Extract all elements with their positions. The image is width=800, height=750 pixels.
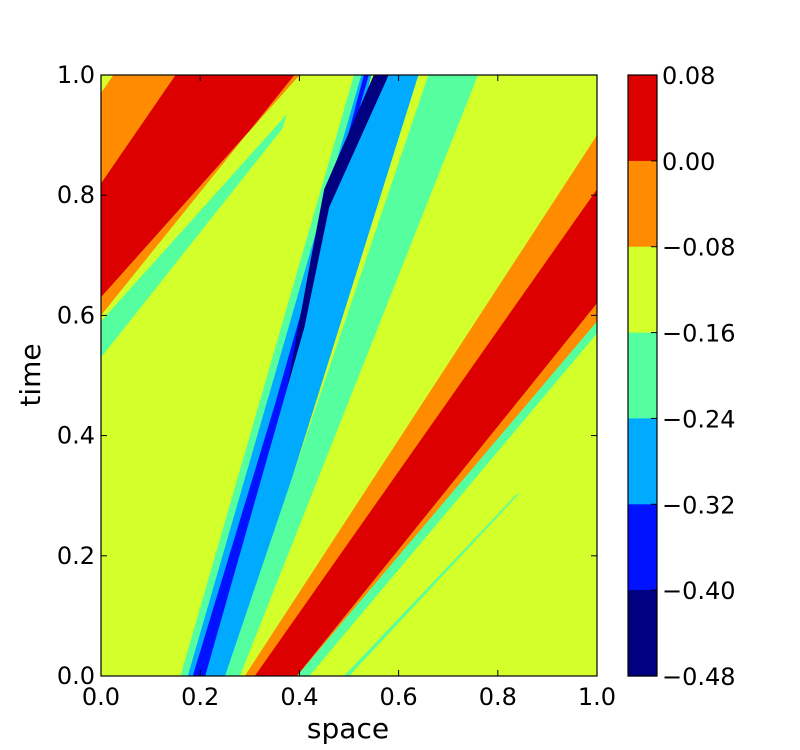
y-tick-label: 0.4 (57, 422, 95, 450)
colorbar-tick-label: 0.08 (662, 62, 715, 90)
colorbar-segment (628, 590, 657, 677)
y-tick-label: 0.8 (57, 181, 95, 209)
colorbar-frame (627, 74, 658, 677)
contour-band-7 (244, 135, 597, 676)
y-tick-label: 0.6 (57, 301, 95, 329)
x-tick-label: 0.0 (82, 683, 120, 711)
contour-band-6 (239, 75, 597, 676)
x-tick-label: 0.8 (479, 683, 517, 711)
colorbar-tick-label: −0.32 (662, 491, 736, 519)
colorbar-segment (628, 75, 657, 162)
colorbar-tick-label: −0.24 (662, 405, 736, 433)
colorbar-tick-label: −0.08 (662, 234, 736, 262)
y-tick-label: 0.2 (57, 542, 95, 570)
contour-band-10 (296, 321, 597, 676)
x-tick-label: 0.6 (380, 683, 418, 711)
x-tick-label: 0.2 (181, 683, 219, 711)
colorbar: 0.08 0.00 −0.08 −0.16 −0.24 −0.32 −0.40 −0.48 (627, 62, 736, 691)
x-axis-label: space (307, 712, 389, 745)
contour-band-15 (344, 492, 521, 676)
colorbar-segment (628, 160, 657, 248)
colorbar-segment (628, 332, 657, 420)
contour-band-5 (225, 75, 478, 676)
plot-frame (100, 74, 598, 677)
contour-band-8 (254, 189, 597, 676)
colorbar-segment (628, 504, 657, 591)
plot-area: 0.0 0.2 0.4 0.6 0.8 1.0 0.0 0.2 0.4 0.6 0.8 1.0 (57, 61, 616, 711)
colorbar-tick-label: −0.48 (662, 663, 736, 691)
colorbar-tick-label: −0.40 (662, 577, 736, 605)
colorbar-segment (628, 418, 657, 505)
x-tick-label: 0.4 (280, 683, 318, 711)
contour-band-14 (101, 114, 287, 358)
contour-band-12 (101, 75, 176, 184)
colorbar-tick-label: 0.00 (662, 148, 715, 176)
y-axis-label: time (14, 343, 47, 406)
x-tick-label: 1.0 (578, 683, 616, 711)
contour-band-4 (205, 75, 419, 676)
y-tick-label: 0.0 (57, 662, 95, 690)
colorbar-tick-label: −0.16 (662, 320, 736, 348)
y-tick-label: 1.0 (57, 61, 95, 89)
colorbar-segment (628, 246, 657, 334)
